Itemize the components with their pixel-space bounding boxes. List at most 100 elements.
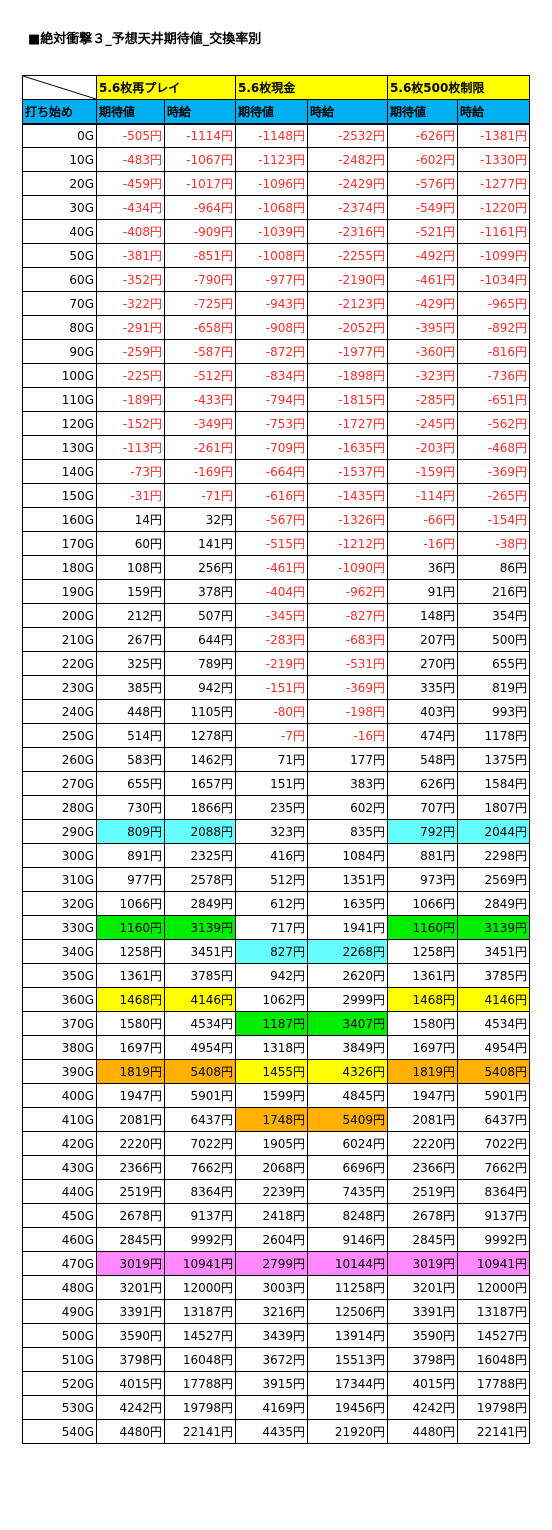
table-row: 290G 809円 2088円 323円 835円 792円 2044円	[22, 819, 531, 844]
value-cell-expected-limit500: 707円	[387, 795, 459, 820]
start-game-cell: 90G	[22, 339, 97, 364]
value-cell-hourly-replay: -587円	[163, 339, 237, 364]
value-cell-hourly-replay: -512円	[163, 363, 237, 388]
table-row: 430G 2366円 7662円 2068円 6696円 2366円 7662円	[22, 1155, 531, 1180]
value-cell-hourly-cash: 1635円	[307, 891, 389, 916]
value-cell-expected-cash: 2068円	[235, 1155, 309, 1180]
table-row: 30G -434円 -964円 -1068円 -2374円 -549円 -1220円	[22, 195, 531, 220]
value-cell-hourly-replay: 3139円	[163, 915, 237, 940]
value-cell-expected-cash: -1039円	[235, 219, 309, 244]
value-cell-hourly-limit500: 819円	[457, 675, 531, 700]
value-cell-expected-limit500: 36円	[387, 555, 459, 580]
start-game-cell: 200G	[22, 603, 97, 628]
value-cell-hourly-replay: 4146円	[163, 987, 237, 1012]
start-game-cell: 170G	[22, 531, 97, 556]
start-game-cell: 220G	[22, 651, 97, 676]
table-row: 80G -291円 -658円 -908円 -2052円 -395円 -892円	[22, 315, 531, 340]
value-cell-expected-replay: 1066円	[96, 891, 165, 916]
value-cell-hourly-cash: 12506円	[307, 1299, 389, 1324]
value-cell-hourly-limit500: -1161円	[457, 219, 531, 244]
table-row: 210G 267円 644円 -283円 -683円 207円 500円	[22, 627, 531, 652]
value-cell-expected-cash: 2604円	[235, 1227, 309, 1252]
value-cell-expected-replay: 977円	[96, 867, 165, 892]
value-cell-hourly-replay: 12000円	[163, 1275, 237, 1300]
value-cell-expected-limit500: 3798円	[387, 1347, 459, 1372]
value-cell-hourly-cash: 17344円	[307, 1371, 389, 1396]
start-game-cell: 230G	[22, 675, 97, 700]
start-game-cell: 450G	[22, 1203, 97, 1228]
value-cell-hourly-limit500: 17788円	[457, 1371, 531, 1396]
start-game-cell: 190G	[22, 579, 97, 604]
value-cell-expected-cash: -794円	[235, 387, 309, 412]
value-cell-hourly-limit500: 2298円	[457, 843, 531, 868]
table-row: 540G 4480円 22141円 4435円 21920円 4480円 22141円	[22, 1419, 531, 1444]
table-row: 280G 730円 1866円 235円 602円 707円 1807円	[22, 795, 531, 820]
value-cell-hourly-cash: -1815円	[307, 387, 389, 412]
start-game-cell: 500G	[22, 1323, 97, 1348]
start-game-cell: 270G	[22, 771, 97, 796]
value-cell-hourly-replay: 32円	[163, 507, 237, 532]
value-cell-hourly-limit500: 4534円	[457, 1011, 531, 1036]
value-cell-hourly-cash: -683円	[307, 627, 389, 652]
value-cell-hourly-cash: -2316円	[307, 219, 389, 244]
value-cell-hourly-cash: -369円	[307, 675, 389, 700]
value-cell-hourly-replay: -1114円	[163, 122, 237, 148]
value-cell-hourly-limit500: -1277円	[457, 171, 531, 196]
value-cell-hourly-cash: -1326円	[307, 507, 389, 532]
start-game-cell: 320G	[22, 891, 97, 916]
table-row: 310G 977円 2578円 512円 1351円 973円 2569円	[22, 867, 531, 892]
table-row: 410G 2081円 6437円 1748円 5409円 2081円 6437円	[22, 1107, 531, 1132]
value-cell-hourly-replay: -790円	[163, 267, 237, 292]
value-cell-hourly-replay: -169円	[163, 459, 237, 484]
value-cell-expected-replay: 2220円	[96, 1131, 165, 1156]
value-cell-hourly-replay: 10941円	[163, 1251, 237, 1276]
value-cell-expected-replay: 2081円	[96, 1107, 165, 1132]
table-row: 50G -381円 -851円 -1008円 -2255円 -492円 -1099円	[22, 243, 531, 268]
value-cell-expected-cash: 2239円	[235, 1179, 309, 1204]
value-cell-expected-replay: 448円	[96, 699, 165, 724]
group-header-cash: 5.6枚現金	[235, 75, 389, 100]
value-cell-hourly-limit500: 4146円	[457, 987, 531, 1012]
value-cell-expected-cash: -80円	[235, 699, 309, 724]
table-row: 250G 514円 1278円 -7円 -16円 474円 1178円	[22, 723, 531, 748]
table-row: 420G 2220円 7022円 1905円 6024円 2220円 7022円	[22, 1131, 531, 1156]
value-cell-hourly-limit500: 3139円	[457, 915, 531, 940]
value-cell-hourly-cash: -1537円	[307, 459, 389, 484]
table-row: 230G 385円 942円 -151円 -369円 335円 819円	[22, 675, 531, 700]
value-cell-hourly-cash: -2255円	[307, 243, 389, 268]
value-cell-expected-limit500: -521円	[387, 219, 459, 244]
value-cell-hourly-limit500: 16048円	[457, 1347, 531, 1372]
value-cell-expected-cash: -283円	[235, 627, 309, 652]
value-cell-hourly-cash: 1084円	[307, 843, 389, 868]
value-cell-expected-cash: 1062円	[235, 987, 309, 1012]
table-row: 480G 3201円 12000円 3003円 11258円 3201円 12000円	[22, 1275, 531, 1300]
value-cell-expected-replay: 3201円	[96, 1275, 165, 1300]
value-cell-expected-replay: -459円	[96, 171, 165, 196]
value-cell-expected-cash: 4169円	[235, 1395, 309, 1420]
value-cell-expected-replay: 14円	[96, 507, 165, 532]
value-cell-expected-replay: -408円	[96, 219, 165, 244]
value-cell-hourly-limit500: 216円	[457, 579, 531, 604]
value-cell-expected-limit500: 403円	[387, 699, 459, 724]
value-cell-hourly-replay: 6437円	[163, 1107, 237, 1132]
value-cell-hourly-replay: -71円	[163, 483, 237, 508]
value-cell-hourly-replay: 2578円	[163, 867, 237, 892]
value-cell-expected-replay: -505円	[96, 122, 165, 148]
start-game-cell: 0G	[22, 122, 97, 148]
value-cell-hourly-cash: 2268円	[307, 939, 389, 964]
value-cell-hourly-cash: -827円	[307, 603, 389, 628]
start-game-cell: 300G	[22, 843, 97, 868]
diagonal-line-icon	[23, 76, 96, 99]
value-cell-hourly-cash: 21920円	[307, 1419, 389, 1444]
value-cell-expected-cash: -151円	[235, 675, 309, 700]
value-cell-expected-replay: 1819円	[96, 1059, 165, 1084]
table-row: 370G 1580円 4534円 1187円 3407円 1580円 4534円	[22, 1011, 531, 1036]
group-header-row: 5.6枚再プレイ 5.6枚現金 5.6枚500枚制限	[22, 75, 531, 100]
value-cell-hourly-cash: 2999円	[307, 987, 389, 1012]
value-cell-hourly-limit500: 655円	[457, 651, 531, 676]
value-cell-hourly-cash: 4326円	[307, 1059, 389, 1084]
value-cell-hourly-cash: 602円	[307, 795, 389, 820]
value-cell-expected-cash: 1905円	[235, 1131, 309, 1156]
corner-diagonal-cell	[22, 75, 97, 100]
value-cell-expected-replay: -113円	[96, 435, 165, 460]
